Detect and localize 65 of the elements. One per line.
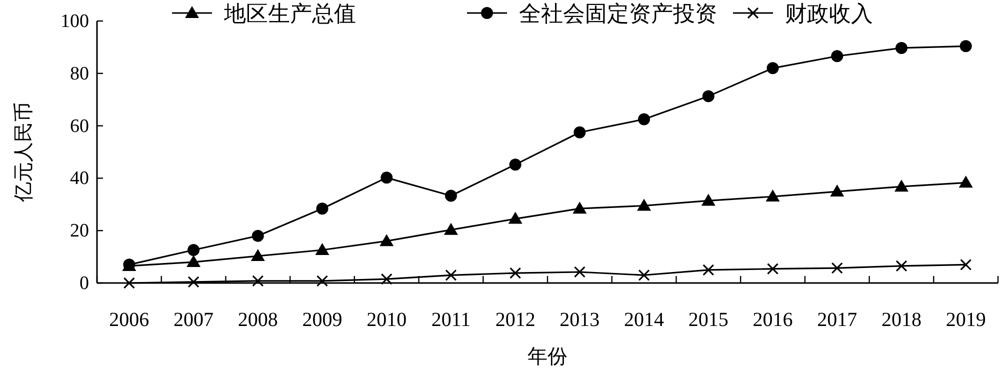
point	[574, 266, 586, 278]
point	[123, 277, 135, 289]
point	[186, 255, 201, 268]
point	[766, 190, 780, 202]
point	[316, 202, 328, 215]
point	[958, 176, 973, 188]
point	[830, 184, 844, 197]
point	[637, 198, 652, 211]
point	[315, 242, 330, 255]
x-tick-label: 2011	[431, 309, 471, 331]
y-tick-label: 0	[80, 273, 89, 294]
x-tick-label: 2008	[238, 309, 278, 331]
x-tick-label: 2006	[109, 309, 150, 331]
point	[444, 222, 458, 235]
legend-label: 全社会固定资产投资	[519, 1, 717, 26]
point	[894, 180, 908, 192]
y-tick-label: 100	[60, 11, 89, 32]
point	[252, 275, 264, 287]
point	[380, 234, 394, 246]
x-tick-label: 2019	[946, 309, 986, 331]
point	[574, 126, 586, 138]
point	[316, 275, 328, 287]
point	[638, 269, 650, 281]
point	[702, 90, 714, 102]
point	[188, 244, 200, 256]
point	[250, 249, 265, 262]
point	[895, 42, 908, 54]
x-tick-label: 2015	[688, 309, 728, 331]
x-tick-label: 2012	[495, 309, 536, 331]
point	[960, 40, 972, 52]
x-tick-label: 2017	[817, 309, 858, 331]
point	[509, 158, 522, 171]
point	[701, 194, 716, 206]
point	[766, 62, 779, 74]
x-tick-label: 2014	[624, 309, 664, 331]
point	[831, 50, 844, 62]
point	[444, 190, 457, 202]
point	[960, 258, 972, 270]
y-tick-label: 80	[70, 63, 89, 84]
point	[831, 262, 843, 274]
x-tick-label: 2013	[560, 309, 600, 331]
legend-label: 地区生产总值	[223, 1, 356, 26]
point	[508, 212, 522, 224]
x-axis-title: 年份	[528, 346, 568, 368]
point	[380, 273, 392, 285]
legend-label: 财政收入	[785, 1, 873, 26]
point	[510, 267, 522, 279]
point	[380, 172, 393, 184]
x-tick-label: 2018	[881, 309, 922, 331]
point	[766, 263, 779, 275]
y-tick-label: 60	[70, 116, 89, 137]
point	[896, 260, 908, 272]
point	[572, 202, 587, 214]
x-tick-label: 2007	[174, 309, 214, 331]
x-tick-label: 2016	[752, 309, 793, 331]
y-tick-label: 40	[70, 168, 89, 190]
point	[445, 269, 457, 281]
point	[702, 264, 714, 276]
y-axis-title: 亿元人民币	[13, 102, 35, 203]
point	[188, 276, 200, 288]
x-tick-label: 2009	[302, 309, 342, 331]
point	[638, 113, 650, 126]
x-tick-label: 2010	[366, 309, 407, 331]
point	[252, 230, 264, 242]
y-tick-label: 20	[70, 220, 89, 242]
